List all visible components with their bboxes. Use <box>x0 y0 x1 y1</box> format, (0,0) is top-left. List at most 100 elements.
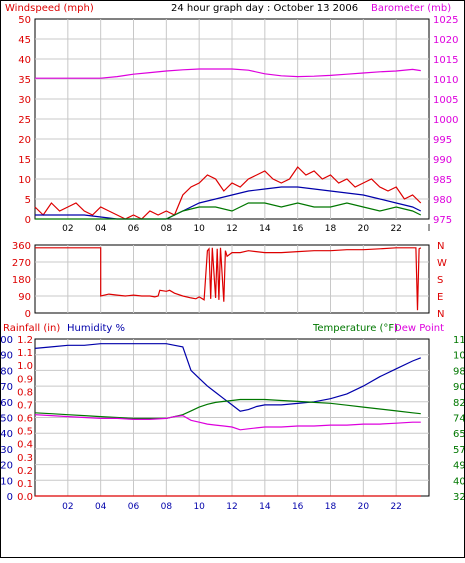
time-axis-tick-label: 08 <box>161 224 173 234</box>
temperature-tick-label: 98 <box>453 366 464 377</box>
temperature-tick-label: 65 <box>453 429 464 440</box>
rainfall-tick-label: 1.0 <box>17 361 33 372</box>
temperature-tick-label: 82 <box>453 398 464 409</box>
direction-panel-series-wind-direction <box>35 247 422 311</box>
rainfall-axis-title: Rainfall (in) <box>3 323 60 334</box>
direction-degree-tick-label: 180 <box>12 275 31 286</box>
wind-panel-series-wind-average <box>35 186 422 220</box>
humidity-tick-label: 20 <box>1 461 13 472</box>
time-axis-tick-label: 18 <box>325 224 337 234</box>
rainfall-tick-label: 0.9 <box>17 374 33 385</box>
temperature-tick-label: 115 <box>453 335 464 346</box>
time-axis-tick-label: 12 <box>226 502 237 512</box>
time-axis-tick-label: 02 <box>62 502 73 512</box>
temperature-axis-title: Temperature (°F) <box>312 323 398 334</box>
time-axis-tick-label: 08 <box>161 502 173 512</box>
windspeed-tick-label: 40 <box>18 55 31 66</box>
windspeed-tick-label: 45 <box>18 35 31 46</box>
dew-point-axis-title: Dew Point <box>394 323 444 334</box>
temperature-tick-label: 40 <box>453 476 464 487</box>
humidity-tick-label: 100 <box>1 335 13 346</box>
direction-compass-tick-label: W <box>437 258 447 269</box>
rainfall-tick-label: 0.3 <box>17 453 33 464</box>
temperature-tick-label: 90 <box>453 382 464 393</box>
direction-degree-tick-label: 0 <box>25 309 31 320</box>
windspeed-axis-title: Windspeed (mph) <box>5 3 94 14</box>
barometer-tick-label: 1025 <box>433 15 458 26</box>
time-axis-tick-label: 22 <box>390 502 401 512</box>
barometer-tick-label: 1015 <box>433 55 458 66</box>
time-axis-tick-label: 20 <box>358 224 370 234</box>
windspeed-tick-label: 30 <box>18 95 31 106</box>
humidity-axis-title: Humidity % <box>67 323 125 334</box>
direction-degree-tick-label: 360 <box>12 241 31 252</box>
temperature-tick-label: 57 <box>453 445 464 456</box>
windspeed-tick-label: 35 <box>18 75 31 86</box>
chart-title: 24 hour graph day : October 13 2006 <box>171 3 358 14</box>
windspeed-tick-label: 5 <box>25 195 31 206</box>
time-axis-tick-label: 16 <box>292 224 304 234</box>
rainfall-tick-label: 1.1 <box>17 348 33 359</box>
windspeed-tick-label: 25 <box>18 115 31 126</box>
rainfall-tick-label: 0.4 <box>17 440 33 451</box>
direction-compass-tick-label: E <box>437 292 443 303</box>
humidity-panel-series-humidity <box>34 343 422 412</box>
humidity-tick-label: 80 <box>1 366 13 377</box>
time-axis-tick-label: l <box>428 224 431 234</box>
temperature-tick-label: 107 <box>453 351 464 362</box>
wind-panel-series-wind-direction-average <box>35 202 422 220</box>
rainfall-tick-label: 0.0 <box>17 492 33 503</box>
rainfall-tick-label: 0.1 <box>17 479 33 490</box>
windspeed-tick-label: 0 <box>25 215 31 226</box>
direction-compass-tick-label: N <box>437 309 444 320</box>
rainfall-tick-label: 0.5 <box>17 427 33 438</box>
humidity-tick-label: 10 <box>1 476 13 487</box>
direction-degree-tick-label: 270 <box>12 258 31 269</box>
direction-compass-tick-label: S <box>437 275 443 286</box>
time-axis-tick-label: 04 <box>95 502 107 512</box>
time-axis-tick-label: 14 <box>259 224 271 234</box>
barometer-tick-label: 1005 <box>433 95 458 106</box>
humidity-tick-label: 40 <box>1 429 13 440</box>
time-axis-tick-label: 22 <box>390 224 401 234</box>
rainfall-tick-label: 0.7 <box>17 400 33 411</box>
humidity-tick-label: 70 <box>1 382 13 393</box>
humidity-tick-label: 60 <box>1 398 13 409</box>
windspeed-tick-label: 50 <box>18 15 31 26</box>
rainfall-tick-label: 1.2 <box>17 335 33 346</box>
barometer-tick-label: 1010 <box>433 75 458 86</box>
windspeed-tick-label: 20 <box>18 135 31 146</box>
barometer-tick-label: 975 <box>433 215 452 226</box>
rainfall-tick-label: 0.8 <box>17 387 33 398</box>
temperature-tick-label: 74 <box>453 414 464 425</box>
wind-panel-series-barometer <box>35 68 421 79</box>
time-axis-tick-label: 16 <box>292 502 304 512</box>
windspeed-tick-label: 15 <box>18 155 31 166</box>
wind-panel-series-wind-gust <box>34 166 422 220</box>
direction-degree-tick-label: 90 <box>18 292 31 303</box>
rainfall-tick-label: 0.2 <box>17 466 33 477</box>
barometer-tick-label: 1000 <box>433 115 458 126</box>
temperature-tick-label: 32 <box>453 492 464 503</box>
barometer-tick-label: 1020 <box>433 35 458 46</box>
humidity-tick-label: 50 <box>1 414 13 425</box>
humidity-tick-label: 90 <box>1 351 13 362</box>
time-axis-tick-label: 02 <box>62 224 73 234</box>
time-axis-tick-label: 10 <box>193 502 205 512</box>
time-axis-tick-label: 20 <box>358 502 370 512</box>
barometer-tick-label: 980 <box>433 195 452 206</box>
humidity-tick-label: 30 <box>1 445 13 456</box>
direction-compass-tick-label: N <box>437 241 444 252</box>
barometer-tick-label: 990 <box>433 155 452 166</box>
windspeed-tick-label: 10 <box>18 175 31 186</box>
time-axis-tick-label: 06 <box>128 502 140 512</box>
time-axis-tick-label: 12 <box>226 224 237 234</box>
humidity-panel-series-dew-point <box>34 414 421 431</box>
rainfall-tick-label: 0.6 <box>17 414 33 425</box>
time-axis-tick-label: 06 <box>128 224 140 234</box>
barometer-tick-label: 985 <box>433 175 452 186</box>
barometer-tick-label: 995 <box>433 135 452 146</box>
humidity-tick-label: 0 <box>7 492 13 503</box>
time-axis-tick-label: 10 <box>193 224 205 234</box>
